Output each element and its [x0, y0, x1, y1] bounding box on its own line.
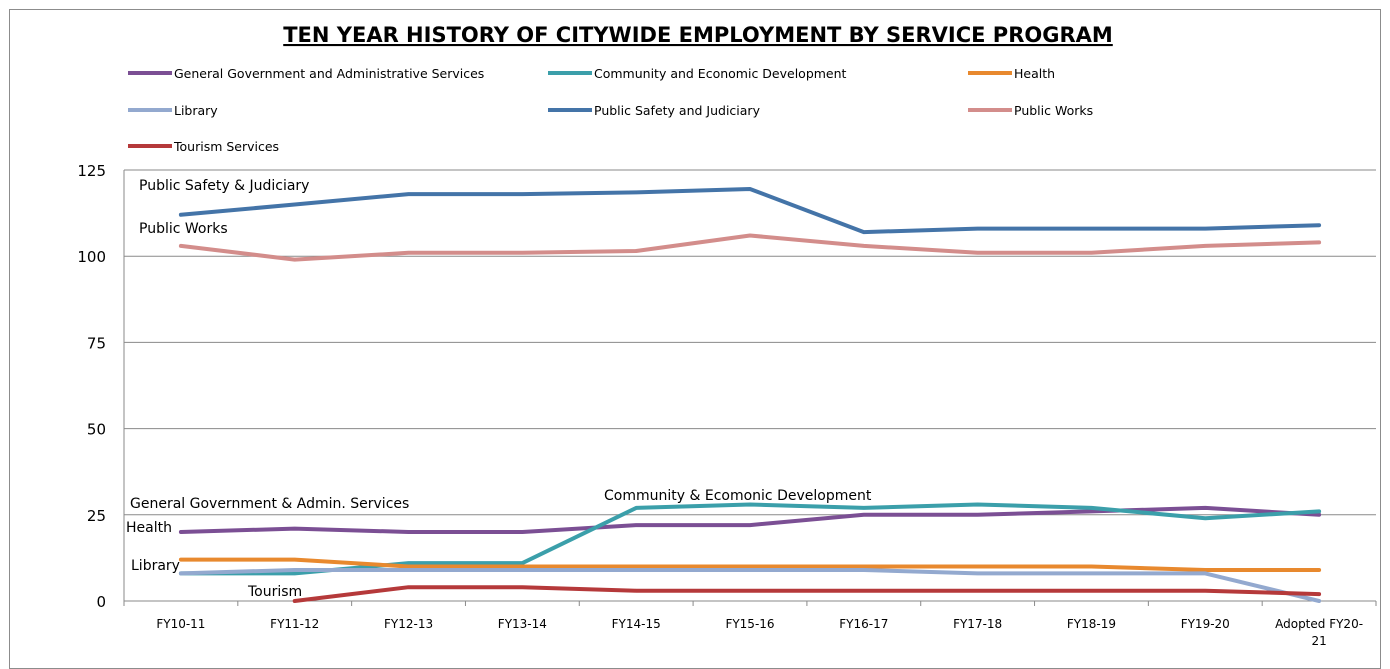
x-tick-label: Adopted FY20-21: [1275, 617, 1363, 648]
legend-label: Tourism Services: [173, 139, 279, 154]
x-tick-label: FY10-11: [156, 617, 205, 631]
legend-label: Library: [174, 103, 218, 118]
x-tick-label: FY13-14: [498, 617, 547, 631]
legend-item: Library: [128, 103, 218, 118]
y-tick-label: 0: [96, 593, 106, 611]
x-tick-label: FY17-18: [953, 617, 1002, 631]
series-line: [178, 187, 1322, 235]
x-tick-label: FY16-17: [839, 617, 888, 631]
annotations: Public Safety & Judiciary Public Works Gen…: [126, 178, 872, 600]
x-tick-label: FY14-15: [612, 617, 661, 631]
legend-item: General Government and Administrative Se…: [128, 66, 484, 81]
chart-title: TEN YEAR HISTORY OF CITYWIDE EMPLOYMENT …: [283, 23, 1113, 47]
legend-label: Health: [1014, 66, 1055, 81]
y-tick-label: 50: [87, 421, 106, 439]
x-tick-label: FY11-12: [270, 617, 319, 631]
x-tick-label: FY12-13: [384, 617, 433, 631]
legend-item: Community and Economic Development: [548, 66, 847, 81]
annotation-label: Library: [131, 558, 180, 574]
annotation-label: Tourism: [247, 584, 302, 600]
series-line: [292, 585, 1322, 603]
y-tick-label: 75: [87, 334, 106, 352]
x-tick-label: FY18-19: [1067, 617, 1116, 631]
legend-item: Health: [968, 66, 1055, 81]
series-line: [178, 233, 1322, 262]
gridlines: [124, 169, 1376, 516]
y-tick-label: 100: [77, 248, 106, 266]
series-line: [178, 557, 1322, 572]
legend-item: Tourism Services: [128, 139, 279, 154]
y-tick-label: 25: [87, 507, 106, 525]
series-lines: [178, 187, 1322, 603]
x-tick-label: FY15-16: [725, 617, 774, 631]
y-axis: 0 25 50 75 100 125: [77, 162, 125, 611]
legend-item: Public Safety and Judiciary: [548, 103, 761, 118]
annotation-label: Public Works: [139, 221, 228, 237]
annotation-label: General Government & Admin. Services: [130, 496, 409, 512]
series-line: [178, 502, 1322, 576]
legend-label: Public Works: [1014, 103, 1093, 118]
x-axis: FY10-11 FY11-12 FY12-13 FY13-14 FY14-15 FY15-…: [123, 600, 1377, 648]
y-tick-label: 125: [77, 162, 106, 180]
series-line: [178, 568, 1322, 603]
legend-label: Community and Economic Development: [594, 66, 847, 81]
legend-label: General Government and Administrative Se…: [174, 66, 484, 81]
chart-svg: TEN YEAR HISTORY OF CITYWIDE EMPLOYMENT …: [77, 23, 1377, 648]
legend: General Government and Administrative Se…: [128, 66, 1093, 154]
legend-item: Public Works: [968, 103, 1093, 118]
annotation-label: Public Safety & Judiciary: [139, 178, 309, 194]
legend-label: Public Safety and Judiciary: [594, 103, 761, 118]
x-tick-label: FY19-20: [1181, 617, 1230, 631]
annotation-label: Health: [126, 520, 172, 536]
annotation-label: Community & Ecomonic Development: [604, 488, 872, 504]
